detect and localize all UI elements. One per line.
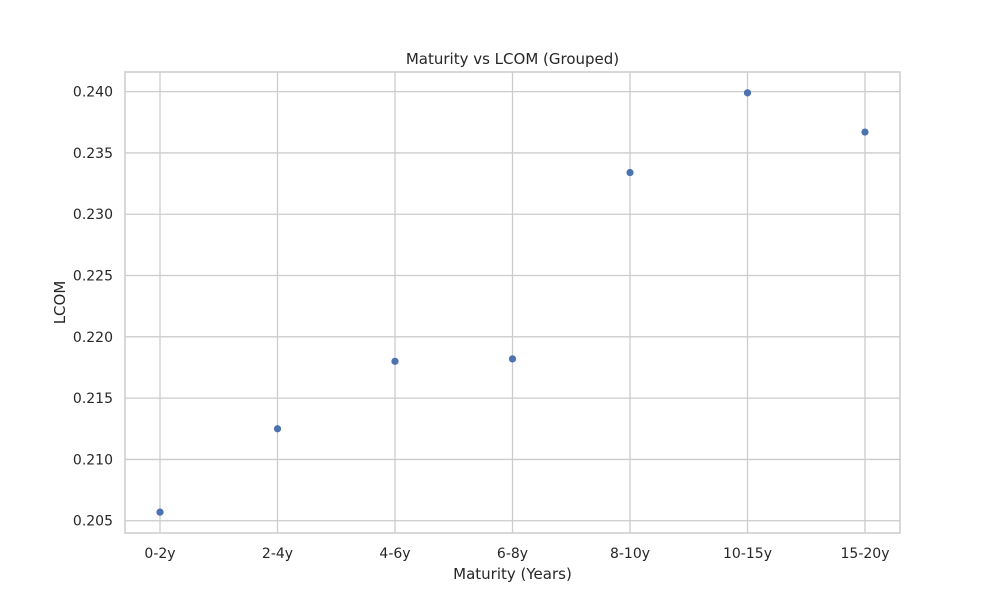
- y-tick-label: 0.230: [73, 207, 113, 223]
- chart-title: Maturity vs LCOM (Grouped): [406, 50, 619, 68]
- x-tick-label: 15-20y: [841, 546, 890, 562]
- data-point: [626, 168, 634, 177]
- y-tick-labels: 0.205 0.210 0.215 0.220 0.225 0.230 0.235 0.240: [73, 85, 113, 530]
- y-tick-label: 0.220: [73, 330, 113, 346]
- y-tick-label: 0.215: [73, 391, 113, 407]
- data-point: [743, 89, 752, 97]
- y-tick-label: 0.205: [73, 514, 113, 530]
- data-point: [861, 128, 869, 136]
- y-tick-label: 0.240: [73, 85, 113, 101]
- x-tick-label: 0-2y: [144, 546, 175, 562]
- y-tick-label: 0.210: [73, 452, 113, 468]
- plot-frame: [124, 71, 901, 534]
- data-point: [508, 355, 517, 363]
- y-axis-label: LCOM: [51, 281, 69, 325]
- y-tick-label: 0.225: [73, 269, 113, 285]
- grid-layer: [125, 72, 900, 533]
- data-point: [391, 357, 399, 365]
- x-tick-label: 2-4y: [262, 546, 293, 562]
- data-points: [156, 89, 869, 516]
- x-tick-label: 6-8y: [497, 546, 528, 562]
- x-tick-label: 10-15y: [723, 546, 772, 562]
- x-axis-label: Maturity (Years): [453, 565, 572, 583]
- data-point: [273, 425, 282, 433]
- x-tick-labels: 0-2y 2-4y 4-6y 6-8y 8-10y 10-15y 15-20y: [144, 546, 889, 562]
- y-tick-label: 0.235: [73, 146, 113, 162]
- x-tick-label: 8-10y: [610, 546, 650, 562]
- x-tick-label: 4-6y: [379, 546, 410, 562]
- data-point: [156, 508, 164, 516]
